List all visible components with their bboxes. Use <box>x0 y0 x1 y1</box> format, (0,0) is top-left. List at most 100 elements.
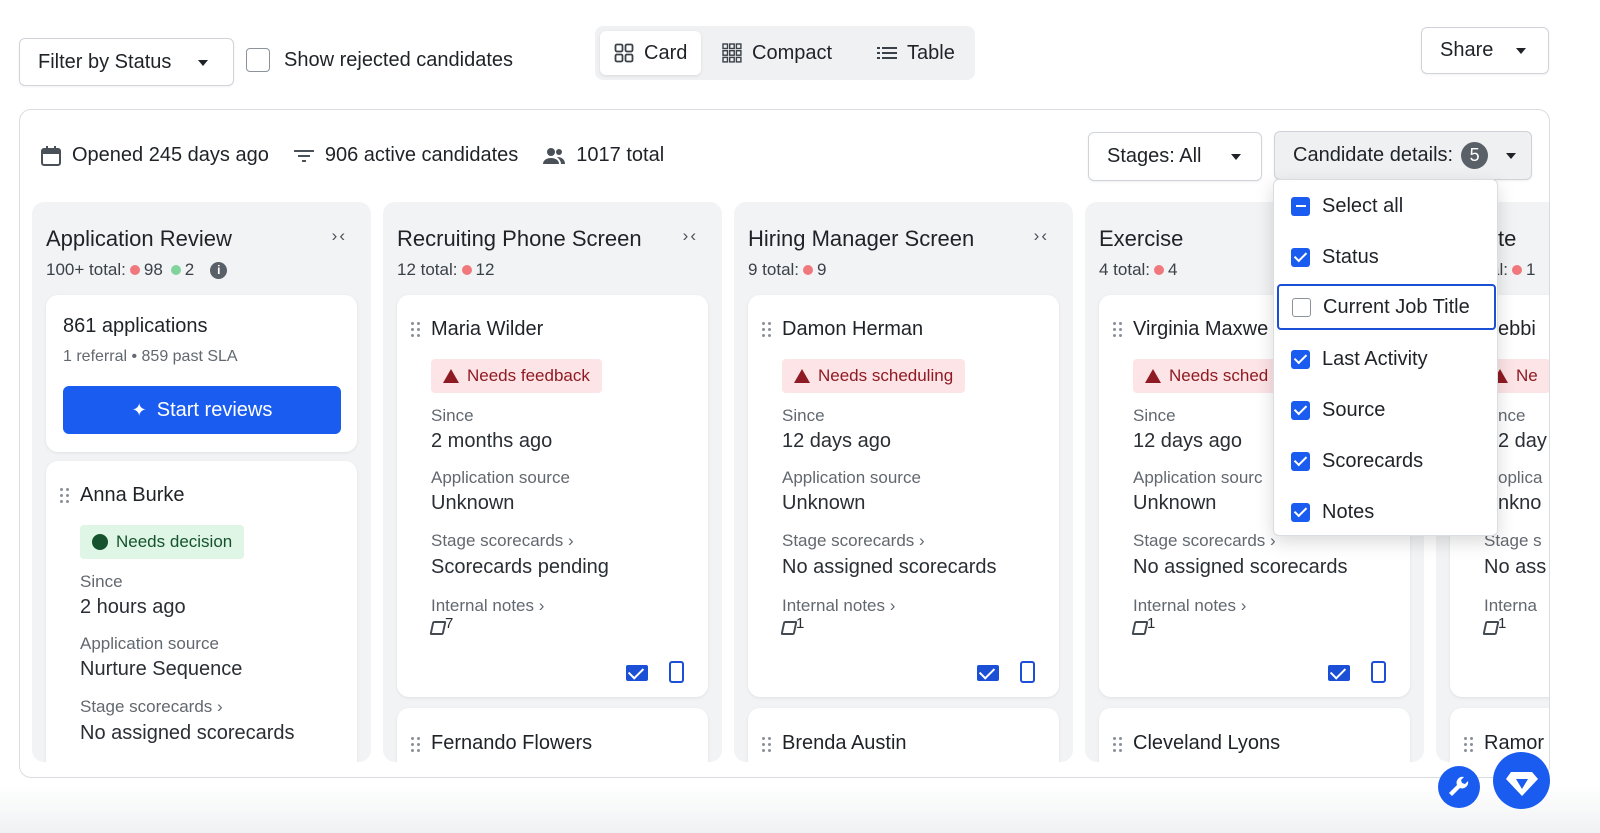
last-activity-checkbox[interactable] <box>1291 349 1310 369</box>
show-rejected-toggle[interactable]: Show rejected candidates <box>246 48 513 72</box>
gem-icon[interactable] <box>1493 752 1550 809</box>
scorecards-value: No ass <box>1484 556 1547 578</box>
drag-handle-icon[interactable] <box>762 322 772 338</box>
alert-icon <box>443 369 459 383</box>
source-checkbox[interactable] <box>1291 400 1310 420</box>
drag-handle-icon[interactable] <box>411 737 421 753</box>
drag-handle-icon[interactable] <box>1464 737 1474 753</box>
candidate-name[interactable]: Cleveland Lyons <box>1133 732 1281 754</box>
menu-item-source[interactable]: Source <box>1274 387 1499 433</box>
show-rejected-checkbox[interactable] <box>246 48 270 72</box>
candidate-card[interactable]: Ramor <box>1450 708 1549 762</box>
drag-handle-icon[interactable] <box>411 322 421 338</box>
notes-link[interactable]: Internal notes › <box>431 596 545 615</box>
details-count-badge: 5 <box>1461 142 1489 169</box>
collapse-column-icon[interactable]: ›‹ <box>682 226 698 245</box>
note-icon <box>1482 621 1500 635</box>
stage-count-label: 4 total: <box>1099 260 1151 279</box>
info-icon[interactable]: i <box>210 261 228 279</box>
red-count: 98 <box>143 260 163 279</box>
drag-handle-icon[interactable] <box>762 737 772 753</box>
phone-icon[interactable] <box>1020 661 1035 683</box>
collapse-column-icon[interactable]: ›‹ <box>1033 226 1049 245</box>
note-icon <box>780 621 798 635</box>
menu-item-last-activity[interactable]: Last Activity <box>1274 336 1499 382</box>
stages-dropdown[interactable]: Stages: All <box>1088 132 1262 181</box>
notes-count-value: 1 <box>1147 615 1156 632</box>
candidate-name[interactable]: Damon Herman <box>782 318 924 340</box>
filter-by-status-dropdown[interactable]: Filter by Status <box>19 38 234 86</box>
collapse-column-icon[interactable]: ›‹ <box>331 226 347 245</box>
notes-link[interactable]: Internal notes › <box>1133 596 1247 615</box>
select-all-checkbox[interactable] <box>1291 196 1310 216</box>
scorecards-link[interactable]: Stage s <box>1484 531 1542 550</box>
opened-text: Opened 245 days ago <box>72 144 269 166</box>
candidate-card[interactable]: Maria Wilder Needs feedback Since 2 mont… <box>397 295 708 697</box>
menu-item-label: Last Activity <box>1322 347 1428 370</box>
candidate-name[interactable]: Maria Wilder <box>431 318 544 340</box>
phone-icon[interactable] <box>669 661 684 683</box>
scorecards-link[interactable]: Stage scorecards › <box>782 531 925 550</box>
candidate-card[interactable]: Damon Herman Needs scheduling Since 12 d… <box>748 295 1059 697</box>
menu-item-current-job-title[interactable]: Current Job Title <box>1277 284 1496 330</box>
scorecards-link[interactable]: Stage scorecards › <box>431 531 574 550</box>
scorecards-checkbox[interactable] <box>1291 451 1310 471</box>
candidate-card[interactable]: Cleveland Lyons <box>1099 708 1410 762</box>
chevron-down-icon <box>1506 153 1516 159</box>
status-checkbox[interactable] <box>1291 247 1310 267</box>
share-button[interactable]: Share <box>1421 27 1549 74</box>
source-value: Nurture Sequence <box>80 658 243 680</box>
candidate-name[interactable]: Ramor <box>1484 732 1545 754</box>
menu-item-status[interactable]: Status <box>1274 234 1499 280</box>
candidate-card[interactable]: Fernando Flowers <box>397 708 708 762</box>
candidate-name[interactable]: Brenda Austin <box>782 732 907 754</box>
notes-count-value: 1 <box>1498 615 1507 632</box>
view-card-button[interactable]: Card <box>600 31 702 75</box>
stage-title: Hiring Manager Screen <box>748 226 975 251</box>
candidate-name[interactable]: ebbi <box>1498 318 1536 340</box>
email-icon[interactable] <box>1328 665 1350 681</box>
candidate-card[interactable]: Brenda Austin <box>748 708 1059 762</box>
scorecards-link[interactable]: Stage scorecards › <box>80 697 223 716</box>
stage-count: 12 total: 12 <box>397 260 494 280</box>
status-text: Needs decision <box>116 532 233 551</box>
notes-link[interactable]: Interna <box>1484 596 1537 615</box>
current-job-title-checkbox[interactable] <box>1292 297 1311 317</box>
menu-item-select-all[interactable]: Select all <box>1274 183 1499 229</box>
wrench-icon[interactable] <box>1438 766 1480 808</box>
green-dot-icon <box>170 265 181 275</box>
scorecards-link[interactable]: Stage scorecards › <box>1133 531 1276 550</box>
total-info: 1017 total <box>542 144 664 167</box>
candidate-details-dropdown[interactable]: Candidate details: 5 <box>1274 131 1532 180</box>
drag-handle-icon[interactable] <box>60 488 70 504</box>
stage-count-label: 12 total: <box>397 260 458 279</box>
red-dot-icon <box>1154 265 1165 275</box>
view-compact-button[interactable]: Compact <box>708 31 846 75</box>
menu-item-label: Current Job Title <box>1323 295 1470 318</box>
view-toggle: Card Compact Table <box>595 26 975 80</box>
menu-item-notes[interactable]: Notes <box>1274 489 1499 535</box>
applications-count: 861 applications <box>63 315 208 337</box>
candidate-name[interactable]: Fernando Flowers <box>431 732 593 754</box>
status-text: Needs feedback <box>467 366 590 385</box>
email-icon[interactable] <box>977 665 999 681</box>
candidate-card[interactable]: Anna Burke Needs decision Since 2 hours … <box>46 461 357 762</box>
scorecards-value: No assigned scorecards <box>80 722 295 744</box>
notes-count: 7 <box>429 615 453 635</box>
source-label: Application source <box>80 634 219 653</box>
menu-item-label: Notes <box>1322 500 1375 523</box>
email-icon[interactable] <box>626 665 648 681</box>
view-table-label: Table <box>907 41 955 64</box>
notes-checkbox[interactable] <box>1291 502 1310 522</box>
drag-handle-icon[interactable] <box>1113 737 1123 753</box>
stage-title: Application Review <box>46 226 232 251</box>
candidate-name[interactable]: Virginia Maxwe <box>1133 318 1269 340</box>
menu-item-scorecards[interactable]: Scorecards <box>1274 438 1499 484</box>
view-table-button[interactable]: Table <box>863 31 969 75</box>
candidate-name[interactable]: Anna Burke <box>80 484 185 506</box>
start-reviews-button[interactable]: ✦ Start reviews <box>63 386 341 434</box>
notes-link[interactable]: Internal notes › <box>782 596 896 615</box>
drag-handle-icon[interactable] <box>1113 322 1123 338</box>
note-icon <box>1131 621 1149 635</box>
phone-icon[interactable] <box>1371 661 1386 683</box>
